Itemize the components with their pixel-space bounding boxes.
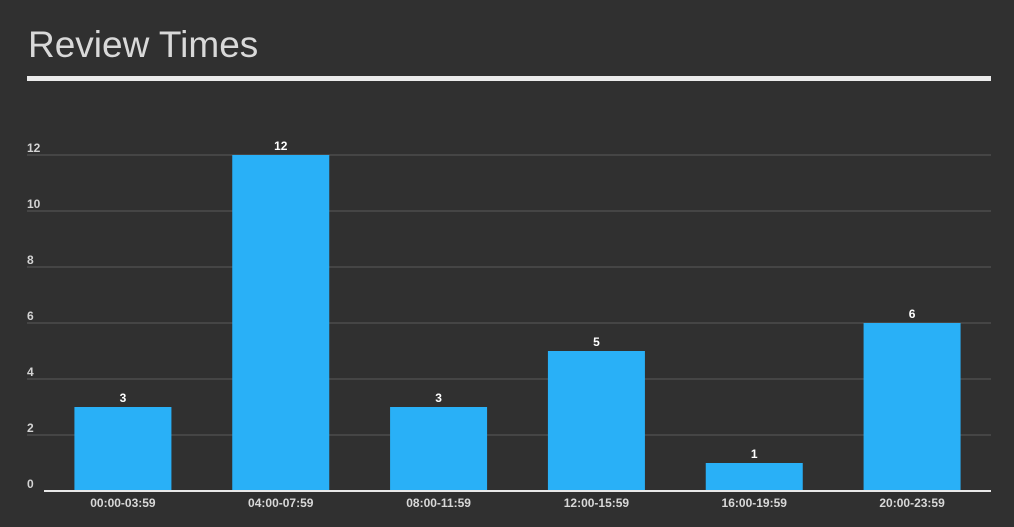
data-label: 5 (593, 335, 600, 349)
chart-title: Review Times (28, 24, 259, 65)
bar (390, 407, 488, 491)
data-label: 12 (274, 139, 288, 153)
data-label: 1 (751, 447, 758, 461)
data-label: 6 (909, 307, 916, 321)
data-label: 3 (435, 391, 442, 405)
x-tick-label: 12:00-15:59 (564, 496, 630, 510)
data-label: 3 (120, 391, 127, 405)
y-tick-label: 12 (27, 141, 41, 155)
title-divider (27, 76, 991, 81)
y-tick-label: 10 (27, 197, 41, 211)
bar (74, 407, 172, 491)
x-tick-label: 00:00-03:59 (90, 496, 156, 510)
bar (232, 155, 330, 491)
x-tick-label: 20:00-23:59 (879, 496, 945, 510)
y-tick-label: 8 (27, 253, 34, 267)
x-tick-label: 16:00-19:59 (722, 496, 788, 510)
y-tick-label: 6 (27, 309, 34, 323)
y-tick-label: 4 (27, 365, 34, 379)
bar (863, 323, 961, 491)
x-tick-label: 08:00-11:59 (406, 496, 471, 510)
bar (547, 351, 645, 491)
bar (705, 463, 803, 491)
x-tick-label: 04:00-07:59 (248, 496, 314, 510)
y-tick-label: 0 (27, 477, 34, 491)
y-tick-label: 2 (27, 421, 34, 435)
